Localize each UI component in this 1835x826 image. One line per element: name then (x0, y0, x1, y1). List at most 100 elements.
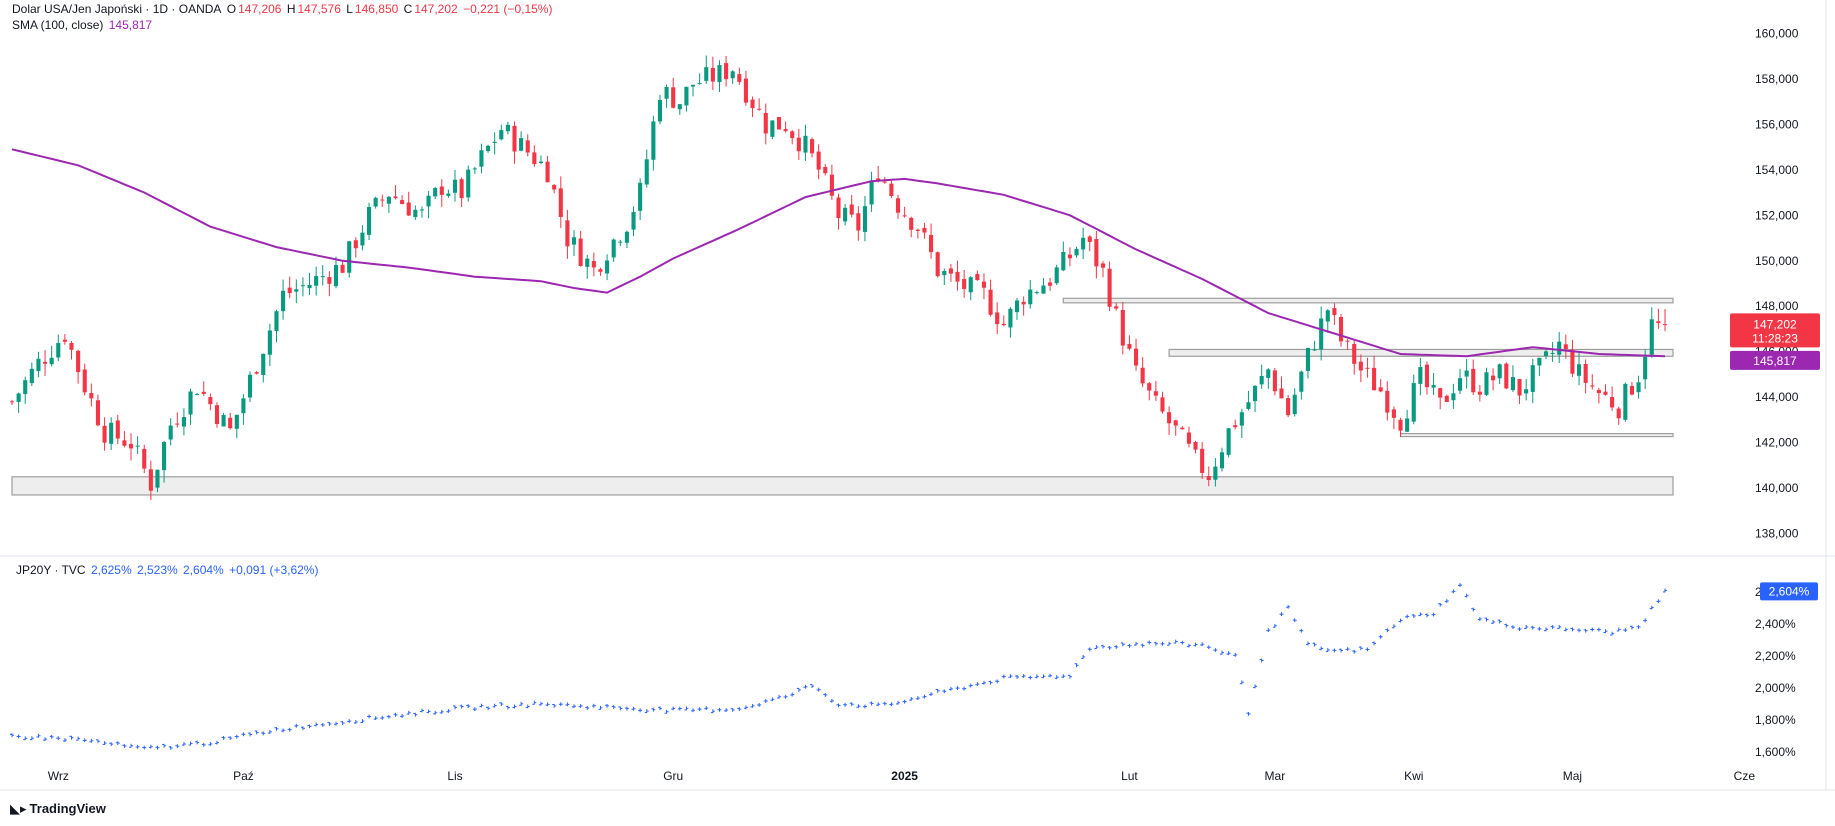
candle-body (1074, 248, 1079, 256)
candle-body (1385, 390, 1390, 413)
candle-body (1570, 349, 1575, 374)
candle-body (1253, 385, 1258, 402)
candle-body (492, 141, 497, 143)
candle-body (605, 260, 610, 274)
candle-body (1550, 352, 1555, 354)
candle-body (1160, 397, 1165, 412)
candle-body (902, 215, 907, 217)
candle-body (1391, 409, 1396, 418)
candle-body (1233, 425, 1238, 428)
candle-body (221, 414, 226, 427)
close-value: 147,202 (414, 2, 458, 16)
candle-body (23, 380, 28, 395)
sma-value: 145,817 (108, 18, 153, 32)
candle-body (770, 120, 775, 137)
price-tick-label: 158,000 (1755, 72, 1799, 86)
candle-body (195, 394, 200, 396)
time-tick-label: Lut (1121, 769, 1138, 783)
main-legend: Dolar USA/Jen Japoński · 1D · OANDA O 147… (12, 2, 553, 16)
candle-body (955, 271, 960, 282)
candle-body (585, 258, 590, 267)
candle-body (29, 368, 34, 384)
candle-body (664, 87, 669, 99)
candle-body (1583, 363, 1588, 383)
tradingview-logo[interactable]: ◣▸ TradingView (10, 801, 106, 816)
candle-body (512, 125, 517, 152)
candle-body (1312, 349, 1317, 351)
candle-body (657, 100, 663, 122)
candle-body (763, 112, 768, 134)
price-tick-label: 154,000 (1755, 163, 1799, 177)
candle-body (690, 84, 696, 87)
price-tick-label: 152,000 (1755, 208, 1799, 222)
candle-body (1279, 388, 1284, 399)
candle-body (942, 270, 947, 276)
candle-body (281, 290, 286, 312)
candle-body (684, 86, 689, 106)
zone-rect (11, 476, 1674, 496)
price-tick-label: 142,000 (1755, 436, 1799, 450)
candle-body (856, 213, 861, 231)
candle-body (1319, 318, 1324, 350)
candle-body (1259, 376, 1264, 385)
support-resistance-zones (11, 297, 1674, 496)
candle-body (836, 197, 841, 219)
candle-body (1014, 300, 1020, 313)
candle-body (1087, 236, 1092, 242)
candle-body (1299, 371, 1304, 392)
candle-body (578, 238, 583, 266)
candle-body (1451, 393, 1456, 401)
candle-body (254, 372, 259, 374)
candle-body (757, 108, 762, 110)
candle-body (439, 186, 444, 195)
candle-body (1411, 382, 1416, 422)
yield-tick-label: 2,400% (1755, 617, 1796, 631)
candle-body (1206, 476, 1211, 481)
tradingview-mark-icon: ◣▸ (10, 801, 27, 816)
candle-body (433, 188, 438, 197)
candle-body (1643, 356, 1648, 380)
candle-body (981, 281, 987, 288)
candle-body (360, 232, 365, 246)
candle-body (1226, 428, 1231, 455)
candle-body (49, 357, 54, 365)
candle-body (1120, 309, 1125, 346)
candle-body (1616, 408, 1621, 419)
candle-body (697, 82, 702, 84)
candle-body (862, 206, 867, 232)
candle-body (816, 151, 821, 170)
candle-body (618, 241, 623, 243)
candle-body (1424, 364, 1430, 388)
yield-bars (10, 583, 1667, 750)
candle-body (214, 405, 220, 425)
candle-body (1610, 396, 1615, 408)
candle-body (267, 330, 272, 355)
candle-body (274, 311, 279, 332)
candle-body (300, 285, 305, 287)
candle-body (1537, 357, 1542, 366)
candle-body (452, 179, 458, 193)
zone-rect (1062, 297, 1674, 304)
price-tick-label: 138,000 (1755, 527, 1799, 541)
candle-body (102, 425, 107, 443)
candle-body (1100, 263, 1106, 268)
candle-body (598, 269, 603, 272)
candle-body (115, 420, 120, 439)
candle-body (1491, 375, 1496, 381)
grid (0, 0, 1835, 791)
time-tick-label: Paź (233, 769, 254, 783)
candle-body (591, 261, 596, 268)
candle-body (1405, 418, 1410, 432)
yield-price-text: 2,604% (1769, 584, 1810, 598)
candle-body (505, 124, 510, 132)
candle-body (1107, 268, 1112, 307)
price-tick-label: 160,000 (1755, 26, 1799, 40)
time-tick-label: Lis (447, 769, 462, 783)
candle-body (829, 174, 834, 196)
candle-body (1133, 348, 1139, 366)
candle-body (36, 358, 41, 372)
candle-body (624, 231, 629, 243)
yield-price-badge (1760, 582, 1818, 601)
candle-body (95, 400, 101, 426)
